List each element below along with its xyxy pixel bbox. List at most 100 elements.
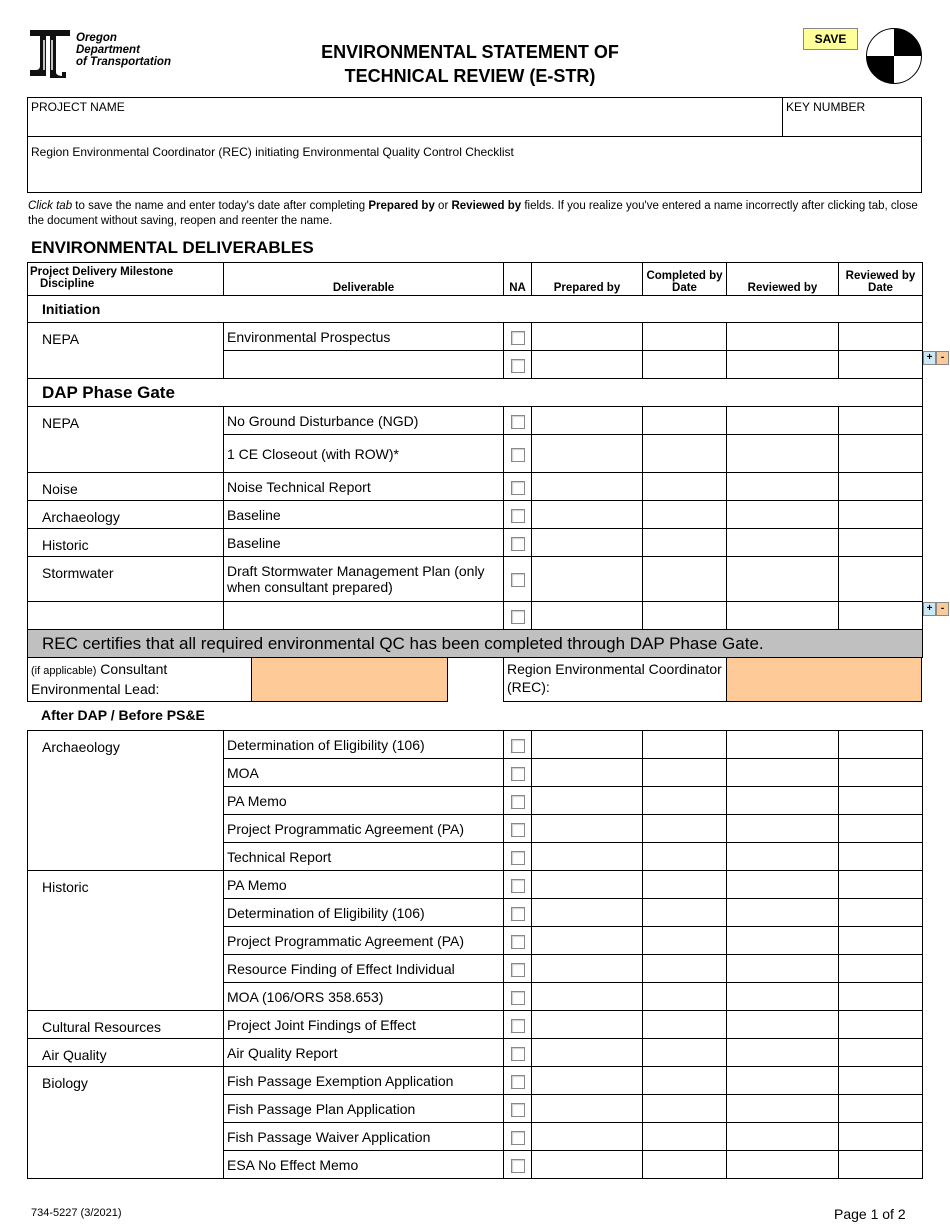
prepared-by-field[interactable] (531, 1094, 643, 1123)
completed-date-field[interactable] (642, 322, 727, 351)
reviewed-by-field[interactable] (726, 1094, 839, 1123)
completed-date-field[interactable] (642, 556, 727, 602)
completed-date-field[interactable] (642, 982, 727, 1011)
reviewed-date-field[interactable] (838, 786, 923, 815)
na-checkbox[interactable] (510, 414, 525, 429)
completed-date-field[interactable] (642, 528, 727, 557)
completed-date-field[interactable] (642, 1038, 727, 1067)
reviewed-date-field[interactable] (838, 350, 923, 379)
remove-row-button[interactable]: - (936, 351, 949, 365)
na-checkbox[interactable] (510, 1102, 525, 1117)
na-checkbox[interactable] (510, 480, 525, 495)
prepared-by-field[interactable] (531, 350, 643, 379)
na-checkbox[interactable] (510, 573, 525, 588)
reviewed-by-field[interactable] (726, 814, 839, 843)
reviewed-date-field[interactable] (838, 406, 923, 435)
na-checkbox[interactable] (510, 1158, 525, 1173)
reviewed-by-field[interactable] (726, 601, 839, 630)
completed-date-field[interactable] (642, 954, 727, 983)
reviewed-by-field[interactable] (726, 1038, 839, 1067)
reviewed-date-field[interactable] (838, 528, 923, 557)
completed-date-field[interactable] (642, 1066, 727, 1095)
prepared-by-field[interactable] (531, 406, 643, 435)
reviewed-date-field[interactable] (838, 1122, 923, 1151)
reviewed-date-field[interactable] (838, 870, 923, 899)
reviewed-date-field[interactable] (838, 322, 923, 351)
prepared-by-field[interactable] (531, 1150, 643, 1179)
reviewed-date-field[interactable] (838, 814, 923, 843)
na-checkbox[interactable] (510, 822, 525, 837)
reviewed-date-field[interactable] (838, 1066, 923, 1095)
reviewed-by-field[interactable] (726, 1010, 839, 1039)
reviewed-date-field[interactable] (838, 898, 923, 927)
project-name-field[interactable]: PROJECT NAME (27, 97, 783, 137)
na-checkbox[interactable] (510, 962, 525, 977)
completed-date-field[interactable] (642, 406, 727, 435)
prepared-by-field[interactable] (531, 1066, 643, 1095)
prepared-by-field[interactable] (531, 898, 643, 927)
na-checkbox[interactable] (510, 878, 525, 893)
completed-date-field[interactable] (642, 472, 727, 501)
prepared-by-field[interactable] (531, 1010, 643, 1039)
reviewed-by-field[interactable] (726, 434, 839, 473)
na-checkbox[interactable] (510, 1018, 525, 1033)
completed-date-field[interactable] (642, 350, 727, 379)
completed-date-field[interactable] (642, 758, 727, 787)
add-row-button[interactable]: + (923, 351, 936, 365)
completed-date-field[interactable] (642, 601, 727, 630)
na-checkbox[interactable] (510, 1074, 525, 1089)
reviewed-by-field[interactable] (726, 1150, 839, 1179)
prepared-by-field[interactable] (531, 1122, 643, 1151)
na-checkbox[interactable] (510, 794, 525, 809)
reviewed-date-field[interactable] (838, 500, 923, 529)
completed-date-field[interactable] (642, 842, 727, 871)
na-checkbox[interactable] (510, 609, 525, 624)
reviewed-by-field[interactable] (726, 500, 839, 529)
prepared-by-field[interactable] (531, 528, 643, 557)
completed-date-field[interactable] (642, 898, 727, 927)
reviewed-by-field[interactable] (726, 528, 839, 557)
completed-date-field[interactable] (642, 1010, 727, 1039)
reviewed-by-field[interactable] (726, 1066, 839, 1095)
na-checkbox[interactable] (510, 934, 525, 949)
na-checkbox[interactable] (510, 1130, 525, 1145)
rec-signature-field[interactable] (726, 657, 922, 702)
consultant-lead-field[interactable] (251, 657, 448, 702)
na-checkbox[interactable] (510, 447, 525, 462)
reviewed-date-field[interactable] (838, 601, 923, 630)
prepared-by-field[interactable] (531, 556, 643, 602)
reviewed-by-field[interactable] (726, 758, 839, 787)
reviewed-date-field[interactable] (838, 1094, 923, 1123)
reviewed-by-field[interactable] (726, 406, 839, 435)
completed-date-field[interactable] (642, 434, 727, 473)
reviewed-by-field[interactable] (726, 322, 839, 351)
reviewed-by-field[interactable] (726, 842, 839, 871)
reviewed-by-field[interactable] (726, 954, 839, 983)
reviewed-date-field[interactable] (838, 434, 923, 473)
reviewed-by-field[interactable] (726, 350, 839, 379)
remove-row-button[interactable]: - (936, 602, 949, 616)
prepared-by-field[interactable] (531, 1038, 643, 1067)
reviewed-by-field[interactable] (726, 982, 839, 1011)
completed-date-field[interactable] (642, 500, 727, 529)
prepared-by-field[interactable] (531, 434, 643, 473)
prepared-by-field[interactable] (531, 730, 643, 759)
na-checkbox[interactable] (510, 850, 525, 865)
save-button[interactable]: SAVE (803, 28, 858, 50)
reviewed-date-field[interactable] (838, 1038, 923, 1067)
completed-date-field[interactable] (642, 1150, 727, 1179)
reviewed-date-field[interactable] (838, 472, 923, 501)
prepared-by-field[interactable] (531, 322, 643, 351)
reviewed-by-field[interactable] (726, 898, 839, 927)
na-checkbox[interactable] (510, 766, 525, 781)
reviewed-date-field[interactable] (838, 954, 923, 983)
reviewed-by-field[interactable] (726, 1122, 839, 1151)
reviewed-by-field[interactable] (726, 870, 839, 899)
na-checkbox[interactable] (510, 536, 525, 551)
reviewed-date-field[interactable] (838, 730, 923, 759)
reviewed-date-field[interactable] (838, 926, 923, 955)
completed-date-field[interactable] (642, 1122, 727, 1151)
reviewed-by-field[interactable] (726, 786, 839, 815)
rec-initiating-field[interactable]: Region Environmental Coordinator (REC) i… (27, 136, 922, 193)
reviewed-date-field[interactable] (838, 982, 923, 1011)
